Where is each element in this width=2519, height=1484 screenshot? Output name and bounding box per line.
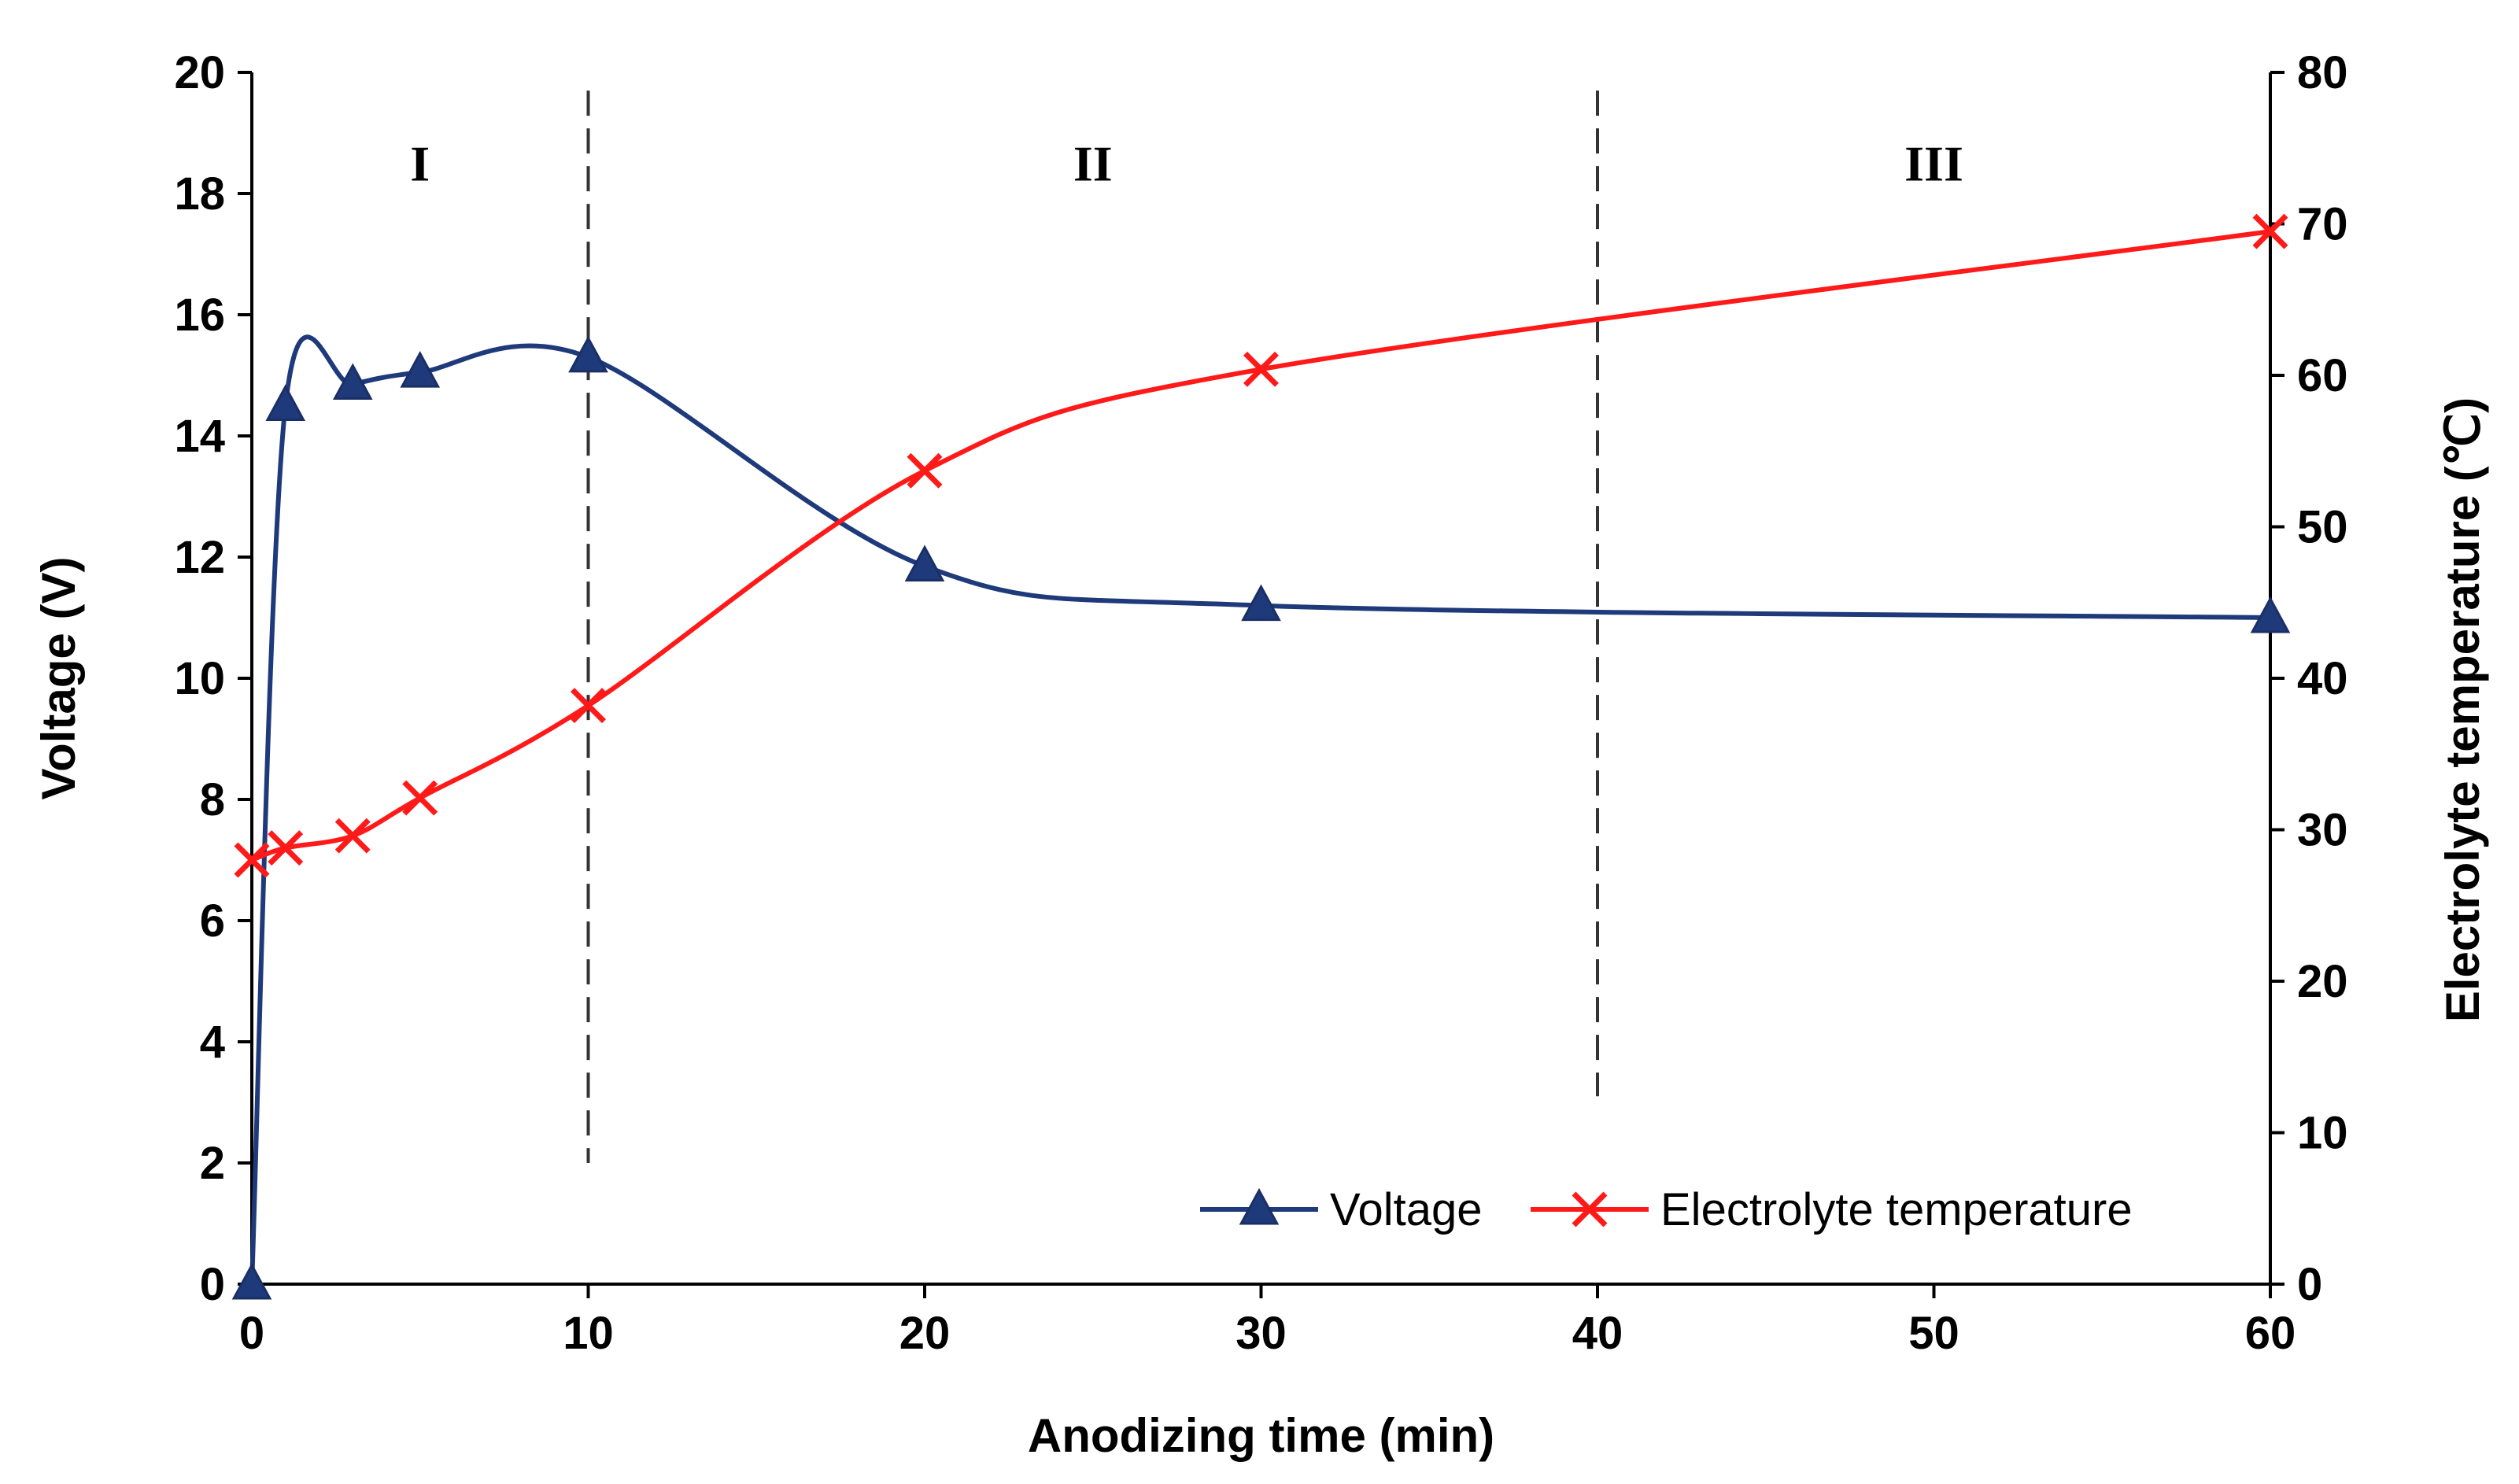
y-tick-label: 14: [174, 411, 225, 462]
y2-tick-label: 40: [2297, 653, 2348, 704]
y2-tick-label: 80: [2297, 47, 2348, 98]
y-tick-label: 18: [174, 168, 225, 220]
temperature-data-point: [268, 830, 304, 866]
y-tick-label: 10: [174, 653, 225, 704]
x-tick-label: 50: [1908, 1308, 1959, 1359]
x-mark-stroke: [402, 780, 438, 816]
legend-temperature-label: Electrolyte temperature: [1660, 1184, 2133, 1235]
voltage-data-point: [265, 384, 306, 421]
x-mark-stroke: [2252, 213, 2288, 249]
y-tick-label: 0: [200, 1259, 225, 1310]
voltage-data-point: [904, 545, 945, 582]
x-tick-label: 10: [563, 1308, 614, 1359]
legend-voltage-marker: [1239, 1187, 1280, 1225]
y-tick-label: 2: [200, 1138, 225, 1189]
axis-ticks: 0 2 4 6 8 10 12 14 16 18 20 0 10 20 30 40 50 60 70 80 0 10 20 3…: [174, 47, 2347, 1359]
y2-tick-label: 0: [2297, 1259, 2322, 1310]
voltage-data-point: [2250, 596, 2291, 633]
legend-voltage-label: Voltage: [1330, 1184, 1483, 1235]
y2-axis-label: Electrolyte temperature (℃): [2436, 397, 2489, 1022]
x-tick-label: 60: [2245, 1308, 2296, 1359]
x-mark-stroke: [571, 688, 606, 724]
series-markers: [231, 213, 2291, 1300]
y-tick-label: 6: [200, 895, 225, 947]
region-label: III: [1904, 136, 1963, 192]
y2-tick-label: 20: [2297, 956, 2348, 1007]
region-label: II: [1073, 136, 1113, 192]
region-dividers: [586, 90, 1599, 1163]
temperature-data-point: [334, 818, 371, 854]
temperature-data-point: [2252, 213, 2288, 249]
x-mark-stroke: [1243, 351, 1279, 387]
x-mark-stroke: [334, 818, 371, 854]
legend: Voltage Electrolyte temperature: [1200, 1184, 2133, 1235]
temperature-data-point: [1243, 351, 1279, 387]
region-labels: I II III: [410, 136, 1963, 192]
voltage-data-point: [231, 1262, 272, 1300]
x-tick-label: 20: [899, 1308, 951, 1359]
x-mark-stroke: [1572, 1191, 1608, 1227]
temperature-data-point: [571, 688, 606, 724]
x-mark-stroke: [907, 452, 943, 489]
x-tick-label: 40: [1572, 1308, 1623, 1359]
temperature-data-point: [907, 452, 943, 489]
y-tick-label: 8: [200, 774, 225, 825]
x-tick-label: 30: [1235, 1308, 1287, 1359]
voltage-data-point: [568, 335, 608, 373]
y-tick-label: 20: [174, 47, 225, 98]
voltage-data-point: [332, 363, 373, 401]
y2-tick-label: 60: [2297, 350, 2348, 401]
voltage-data-point: [1241, 584, 1281, 622]
temperature-data-point: [234, 842, 270, 878]
x-mark-stroke: [268, 830, 304, 866]
region-label: I: [410, 136, 430, 192]
x-tick-label: 0: [239, 1308, 264, 1359]
y-tick-label: 12: [174, 532, 225, 583]
temperature-data-point: [402, 780, 438, 816]
y2-tick-label: 70: [2297, 199, 2348, 250]
y2-tick-label: 10: [2297, 1108, 2348, 1159]
voltage-data-point: [400, 351, 441, 388]
legend-temperature-marker: [1572, 1191, 1608, 1227]
y-axis-label: Voltage (V): [32, 557, 85, 800]
y-tick-label: 16: [174, 290, 225, 341]
y-tick-label: 4: [200, 1017, 225, 1068]
y2-tick-label: 30: [2297, 805, 2348, 856]
x-axis-label: Anodizing time (min): [1028, 1409, 1494, 1462]
x-mark-stroke: [234, 842, 270, 878]
y2-tick-label: 50: [2297, 502, 2348, 553]
